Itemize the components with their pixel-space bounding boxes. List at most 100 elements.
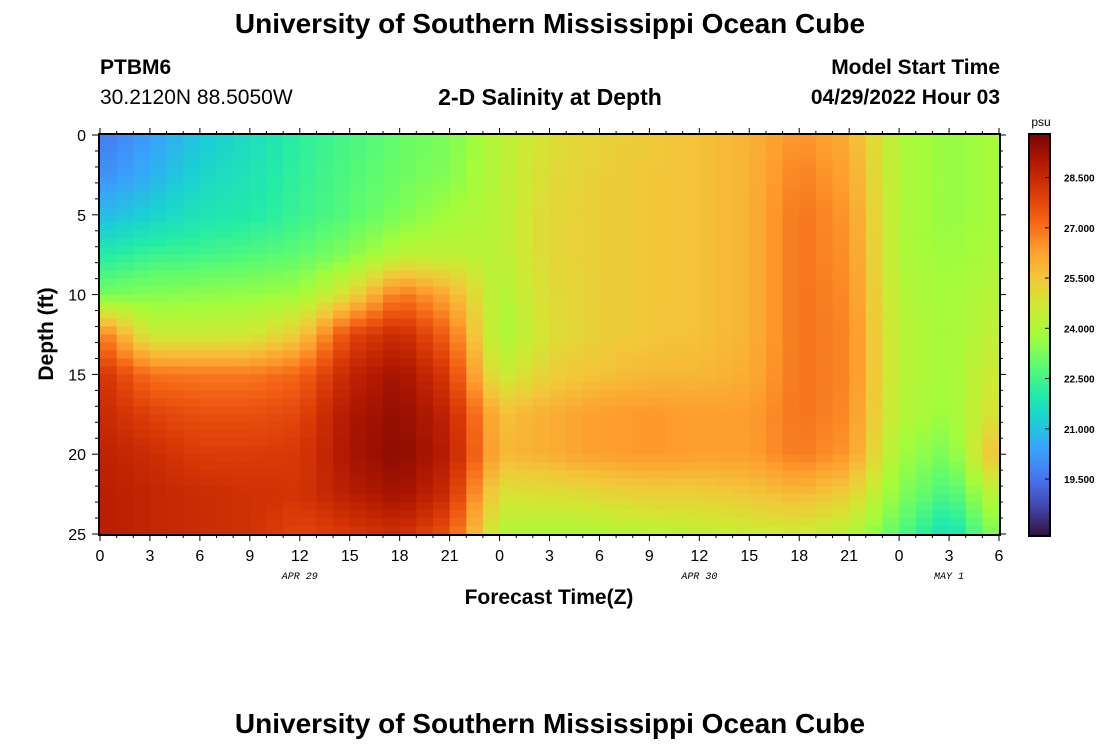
heatmap-cell bbox=[366, 222, 384, 232]
heatmap-cell bbox=[682, 174, 700, 184]
heatmap-cell bbox=[149, 310, 168, 320]
heatmap-cell bbox=[482, 366, 501, 375]
heatmap-cell bbox=[799, 414, 817, 423]
heatmap-cell bbox=[949, 135, 967, 144]
heatmap-cell bbox=[183, 206, 201, 216]
heatmap-cell bbox=[399, 326, 417, 336]
heatmap-cell bbox=[183, 390, 201, 399]
heatmap-cell bbox=[249, 278, 268, 288]
heatmap-cell bbox=[965, 502, 983, 511]
heatmap-cell bbox=[865, 262, 884, 272]
heatmap-cell bbox=[899, 502, 917, 511]
heatmap-cell bbox=[582, 422, 601, 431]
heatmap-cell bbox=[982, 366, 1000, 375]
heatmap-cell bbox=[582, 238, 601, 248]
heatmap-cell bbox=[549, 150, 567, 160]
heatmap-cell bbox=[100, 206, 118, 216]
heatmap-cell bbox=[865, 166, 884, 176]
heatmap-cell bbox=[666, 190, 684, 200]
heatmap-cell bbox=[915, 518, 934, 527]
heatmap-cell bbox=[349, 142, 367, 152]
heatmap-cell bbox=[949, 294, 967, 304]
heatmap-cell bbox=[549, 318, 567, 328]
heatmap-cell bbox=[682, 422, 700, 431]
heatmap-cell bbox=[566, 358, 584, 368]
heatmap-cell bbox=[449, 334, 467, 344]
heatmap-cell bbox=[233, 366, 251, 375]
heatmap-cell bbox=[383, 294, 401, 304]
heatmap-cell bbox=[732, 174, 750, 184]
heatmap-cell bbox=[582, 198, 601, 208]
heatmap-cell bbox=[899, 438, 917, 447]
heatmap-cell bbox=[865, 198, 884, 208]
heatmap-cell bbox=[383, 270, 401, 280]
heatmap-cell bbox=[782, 334, 800, 344]
heatmap-cell bbox=[732, 422, 750, 431]
heatmap-cell bbox=[949, 326, 967, 336]
heatmap-cell bbox=[915, 198, 934, 208]
heatmap-cell bbox=[466, 238, 484, 248]
heatmap-cell bbox=[549, 510, 567, 519]
heatmap-cell bbox=[333, 414, 351, 423]
heatmap-cell bbox=[316, 135, 334, 144]
heatmap-cell bbox=[799, 526, 817, 535]
heatmap-cell bbox=[865, 230, 884, 240]
heatmap-cell bbox=[333, 150, 351, 160]
heatmap-cell bbox=[183, 254, 201, 264]
heatmap-cell bbox=[516, 182, 534, 192]
heatmap-cell bbox=[266, 294, 284, 304]
heatmap-cell bbox=[116, 510, 134, 519]
heatmap-cell bbox=[899, 510, 917, 519]
heatmap-cell bbox=[582, 318, 601, 328]
heatmap-cell bbox=[882, 158, 900, 168]
heatmap-cell bbox=[199, 262, 218, 272]
heatmap-cell bbox=[466, 182, 484, 192]
heatmap-cell bbox=[183, 270, 201, 280]
heatmap-cell bbox=[349, 158, 367, 168]
heatmap-cell bbox=[566, 294, 584, 304]
heatmap-cell bbox=[582, 358, 601, 368]
heatmap-cell bbox=[516, 470, 534, 479]
heatmap-cell bbox=[183, 502, 201, 511]
heatmap-cell bbox=[416, 446, 434, 455]
heatmap-cell bbox=[199, 190, 218, 200]
heatmap-cell bbox=[715, 494, 734, 503]
heatmap-cell bbox=[682, 374, 700, 383]
heatmap-cell bbox=[649, 135, 667, 144]
heatmap-cell bbox=[899, 326, 917, 336]
heatmap-cell bbox=[616, 518, 634, 527]
heatmap-cell bbox=[699, 262, 717, 272]
heatmap-cell bbox=[765, 214, 784, 224]
heatmap-cell bbox=[765, 278, 784, 288]
heatmap-cell bbox=[233, 254, 251, 264]
heatmap-cell bbox=[732, 294, 750, 304]
heatmap-cell bbox=[832, 294, 850, 304]
heatmap-cell bbox=[266, 374, 284, 383]
heatmap-cell bbox=[333, 510, 351, 519]
heatmap-cell bbox=[249, 206, 268, 216]
heatmap-cell bbox=[149, 390, 168, 399]
heatmap-cell bbox=[682, 438, 700, 447]
heatmap-cell bbox=[399, 310, 417, 320]
heatmap-cell bbox=[765, 318, 784, 328]
heatmap-cell bbox=[832, 286, 850, 296]
heatmap-cell bbox=[599, 406, 617, 415]
heatmap-cell bbox=[416, 214, 434, 224]
heatmap-cell bbox=[249, 422, 268, 431]
heatmap-cell bbox=[216, 510, 234, 519]
heatmap-cell bbox=[482, 166, 501, 176]
heatmap-cell bbox=[399, 206, 417, 216]
heatmap-cell bbox=[566, 350, 584, 360]
heatmap-cell bbox=[582, 302, 601, 312]
heatmap-cell bbox=[383, 470, 401, 479]
heatmap-cell bbox=[516, 502, 534, 511]
heatmap-cell bbox=[832, 494, 850, 503]
heatmap-cell bbox=[549, 286, 567, 296]
heatmap-cell bbox=[765, 422, 784, 431]
heatmap-cell bbox=[915, 366, 934, 375]
heatmap-cell bbox=[399, 510, 417, 519]
heatmap-cell bbox=[865, 158, 884, 168]
heatmap-cell bbox=[865, 318, 884, 328]
heatmap-cell bbox=[616, 486, 634, 495]
heatmap-cell bbox=[832, 390, 850, 399]
